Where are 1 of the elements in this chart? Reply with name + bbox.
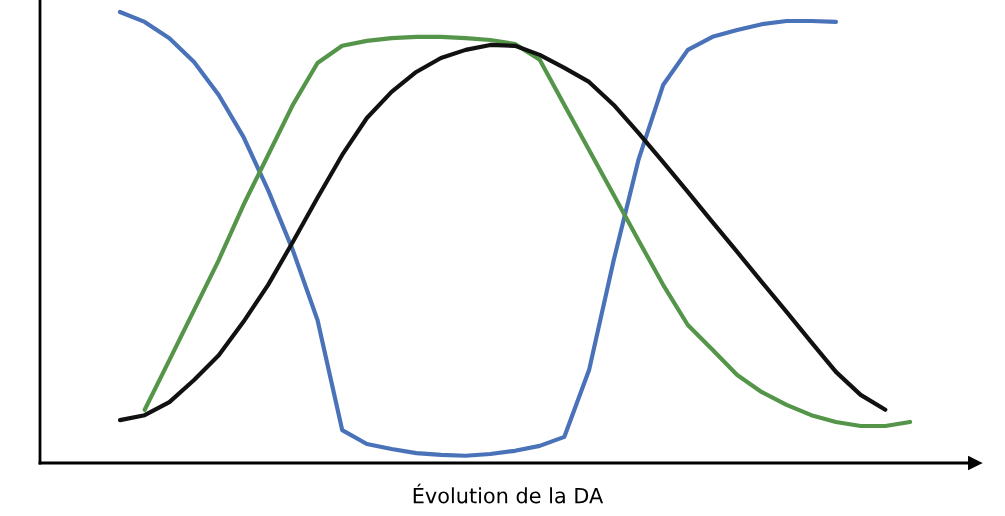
x-axis-title: Évolution de la DA (413, 483, 604, 504)
